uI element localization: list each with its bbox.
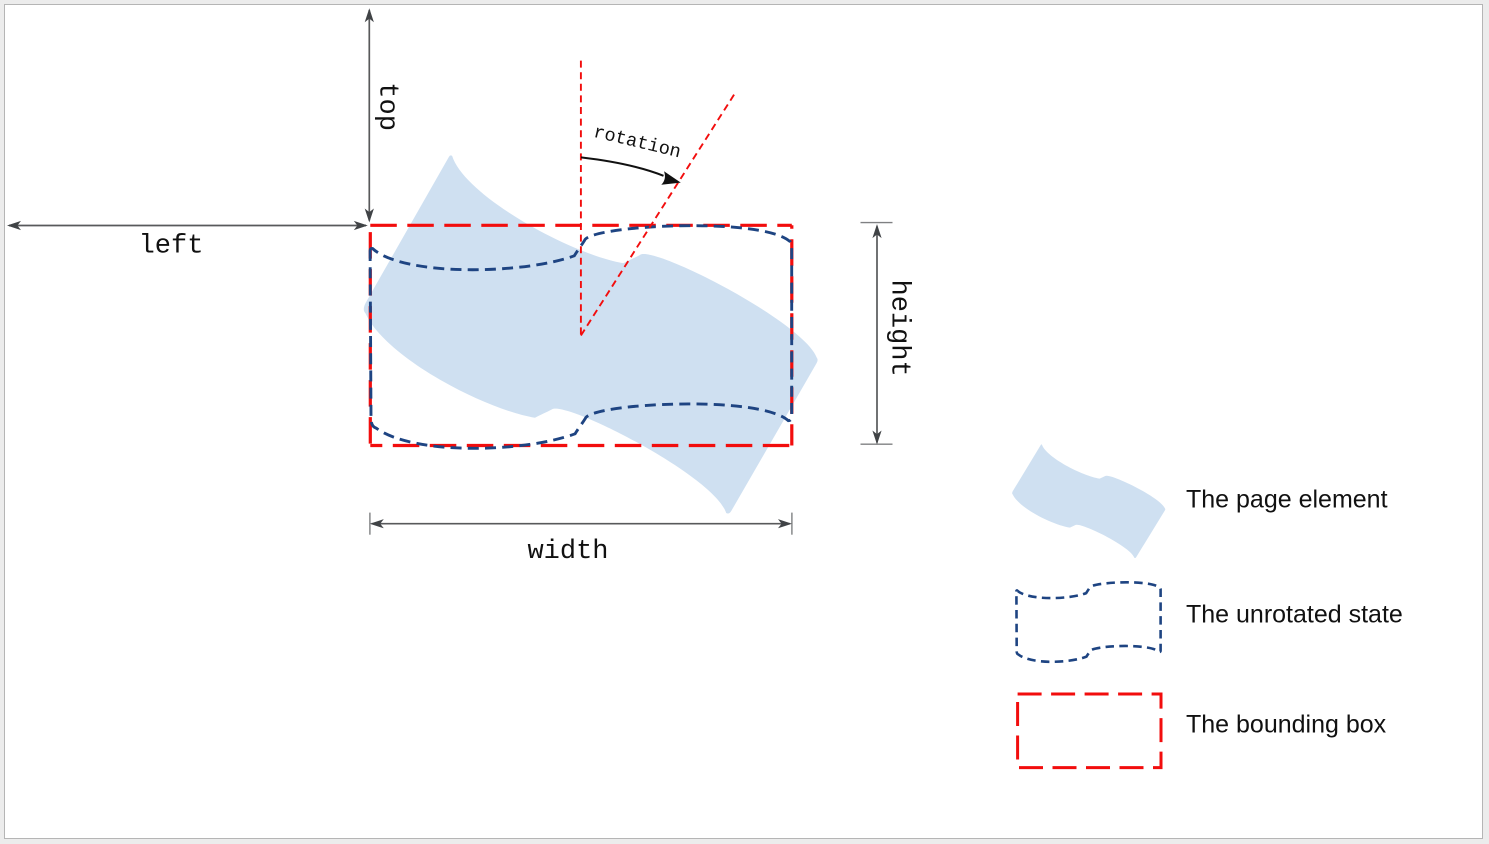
svg-text:The page element: The page element bbox=[1186, 486, 1388, 514]
svg-text:rotation: rotation bbox=[591, 122, 683, 163]
svg-text:left: left bbox=[139, 232, 204, 262]
svg-text:The unrotated state: The unrotated state bbox=[1186, 601, 1403, 629]
svg-text:height: height bbox=[883, 279, 913, 376]
svg-text:top: top bbox=[371, 82, 401, 131]
svg-text:width: width bbox=[527, 537, 608, 567]
svg-text:The bounding box: The bounding box bbox=[1186, 711, 1387, 739]
